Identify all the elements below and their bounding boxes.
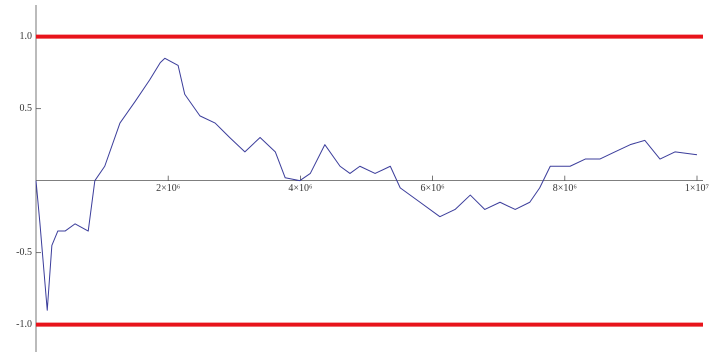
y-tick-label: -1.0 [16,319,32,330]
data-line [35,57,698,311]
y-tick-label: -0.5 [16,247,32,258]
y-tick-label: 1.0 [20,31,33,42]
y-tick-label: 0.5 [20,103,33,114]
x-tick-label: 6×10⁶ [421,183,446,194]
x-tick-label: 4×10⁶ [288,183,313,194]
x-tick-label: 1×10⁷ [685,183,710,194]
x-tick-label: 2×10⁶ [156,183,181,194]
x-tick-label: 8×10⁶ [553,183,578,194]
